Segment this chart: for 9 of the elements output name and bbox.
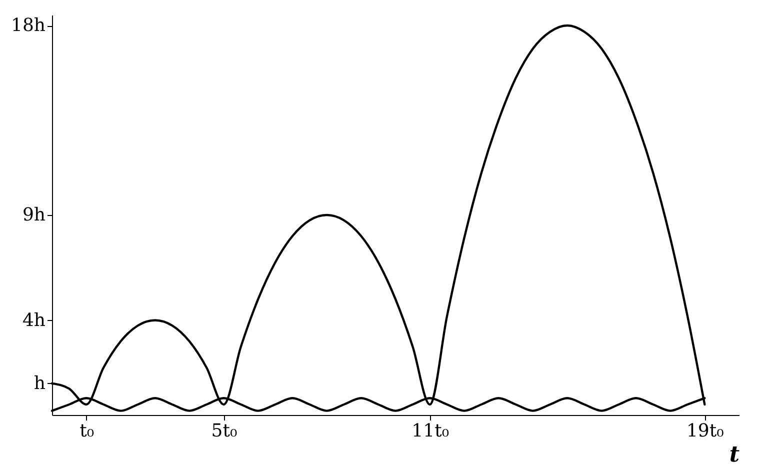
y-tick-label: h bbox=[34, 372, 46, 394]
x-axis-title: t bbox=[729, 442, 740, 468]
x-tick-label: 19t₀ bbox=[686, 420, 724, 442]
y-tick-label: 4h bbox=[22, 310, 46, 331]
x-tick-label: t₀ bbox=[80, 420, 94, 442]
y-tick-label: 18h bbox=[11, 15, 46, 36]
y-tick-label: 9h bbox=[22, 204, 46, 226]
x-tick-label: 11t₀ bbox=[412, 420, 450, 442]
x-tick-label: 5t₀ bbox=[211, 420, 238, 442]
